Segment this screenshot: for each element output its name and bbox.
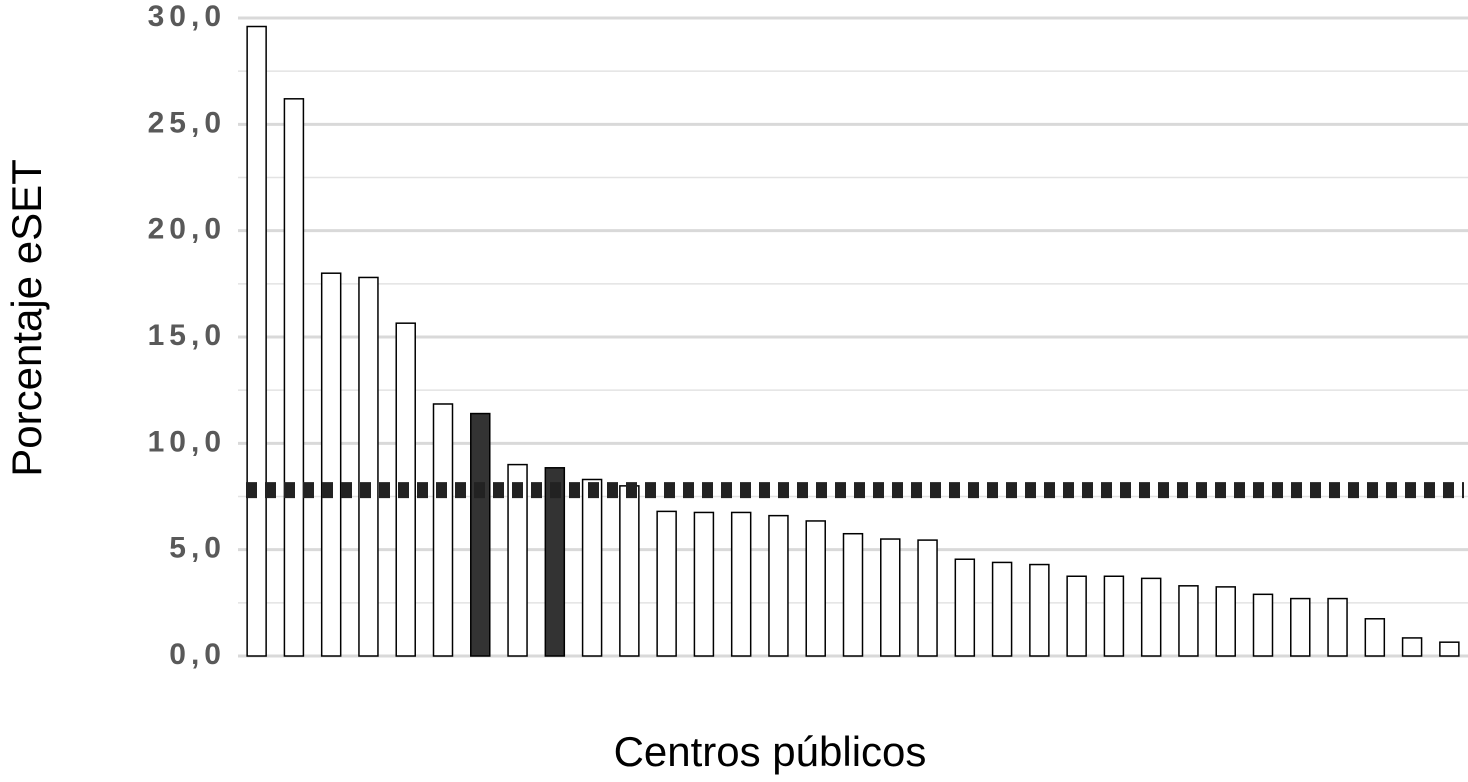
bar <box>730 511 752 657</box>
y-axis-label: Porcentaje eSET <box>3 159 50 477</box>
bar <box>880 538 901 657</box>
y-tick-label: 0,0 <box>169 638 226 671</box>
bar <box>693 511 715 657</box>
bar <box>1327 597 1348 657</box>
bar <box>1029 563 1050 657</box>
bar <box>1215 586 1236 657</box>
bar <box>1401 637 1423 657</box>
x-axis-label: Centros públicos <box>614 728 927 775</box>
bar <box>656 510 677 657</box>
bar <box>432 403 454 657</box>
bar <box>320 272 342 657</box>
bar <box>768 514 789 657</box>
bar <box>1140 577 1162 657</box>
bar <box>544 467 566 657</box>
bar <box>917 539 938 657</box>
y-tick-label: 30,0 <box>148 0 226 33</box>
bar <box>619 485 640 657</box>
bar <box>470 412 491 657</box>
bar <box>581 478 603 657</box>
bar <box>1252 593 1274 657</box>
bar <box>954 558 976 657</box>
y-tick-label: 15,0 <box>148 319 226 352</box>
bar <box>842 532 864 657</box>
bar <box>1290 597 1311 657</box>
bar <box>1364 618 1386 657</box>
bar <box>805 520 826 657</box>
y-tick-label: 5,0 <box>169 532 226 565</box>
bar <box>1103 575 1125 657</box>
bar <box>507 463 528 657</box>
bar <box>1178 585 1199 657</box>
bar <box>283 98 305 657</box>
y-tick-label: 10,0 <box>148 425 226 458</box>
y-tick-label: 25,0 <box>148 106 226 139</box>
bar <box>1439 641 1460 657</box>
bar <box>246 25 267 657</box>
bar <box>991 561 1013 657</box>
bar <box>1066 575 1087 657</box>
y-tick-label: 20,0 <box>148 213 226 246</box>
bar <box>358 276 379 657</box>
